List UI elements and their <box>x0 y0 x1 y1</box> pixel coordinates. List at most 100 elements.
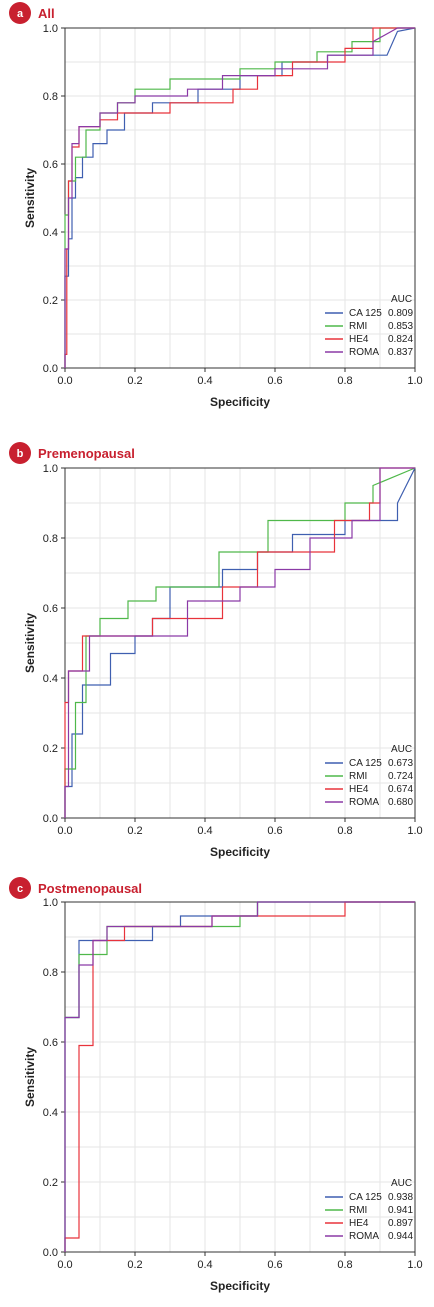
legend-auc-value: 0.837 <box>388 347 413 358</box>
y-tick-label: 1.0 <box>43 463 58 475</box>
legend-series-name: ROMA <box>349 347 379 358</box>
y-tick-label: 0.6 <box>43 603 58 615</box>
legend-series-name: HE4 <box>349 334 369 345</box>
panel-badge: a <box>9 2 31 24</box>
panel-title: Premenopausal <box>38 446 135 461</box>
y-tick-label: 0.4 <box>43 673 58 685</box>
y-tick-label: 0.0 <box>43 1247 58 1259</box>
y-tick-label: 0.4 <box>43 227 58 239</box>
series-line-roma <box>64 27 415 368</box>
legend-auc-value: 0.853 <box>388 321 413 332</box>
x-tick-label: 0.4 <box>197 1259 212 1271</box>
panel-letter: a <box>17 8 24 20</box>
legend-series-name: CA 125 <box>349 1192 382 1203</box>
grid <box>64 28 415 369</box>
legend-auc-value: 0.938 <box>388 1192 413 1203</box>
legend-auc-value: 0.673 <box>388 758 413 769</box>
x-tick-label: 0.0 <box>57 825 72 837</box>
x-tick-label: 0.2 <box>127 1259 142 1271</box>
legend-item: CA 125 0.673 <box>325 758 413 769</box>
legend-series-name: CA 125 <box>349 308 382 319</box>
x-tick-label: 0.6 <box>267 825 282 837</box>
legend-auc-value: 0.897 <box>388 1218 413 1229</box>
legend-auc-value: 0.809 <box>388 308 413 319</box>
y-tick-label: 0.4 <box>43 1107 58 1119</box>
y-tick-label: 0.2 <box>43 295 58 307</box>
x-tick-label: 0.2 <box>127 825 142 837</box>
y-axis-label: Sensitivity <box>23 1047 37 1107</box>
y-tick-label: 0.8 <box>43 91 58 103</box>
legend-item: HE4 0.897 <box>325 1218 413 1229</box>
y-tick-label: 0.2 <box>43 1177 58 1189</box>
y-axis-label: Sensitivity <box>23 168 37 228</box>
x-tick-label: 0.0 <box>57 375 72 387</box>
panel-badge-circle <box>9 442 31 464</box>
x-tick-label: 0.8 <box>337 375 352 387</box>
x-tick-label: 1.0 <box>407 1259 422 1271</box>
y-tick-label: 0.8 <box>43 967 58 979</box>
plot-frame <box>64 467 416 819</box>
series-line-roma <box>64 467 415 818</box>
legend: AUC CA 125 0.938 RMI 0.941 HE4 0.897 ROMA 0.944 <box>325 1178 413 1242</box>
legend-item: RMI 0.724 <box>325 771 413 782</box>
legend-series-name: HE4 <box>349 1218 369 1229</box>
panel-title: Postmenopausal <box>38 881 142 896</box>
legend-auc-value: 0.824 <box>388 334 413 345</box>
legend-auc-value: 0.674 <box>388 784 413 795</box>
legend-series-name: RMI <box>349 1205 367 1216</box>
panel-b: b Premenopausal 0.0 0.2 0.4 0.6 0.8 1.0 0.0 0.2 0.… <box>9 442 423 859</box>
legend-item: ROMA 0.837 <box>325 347 413 358</box>
x-axis-label: Specificity <box>210 1279 270 1293</box>
panel-badge-circle <box>9 2 31 24</box>
x-tick-label: 0.6 <box>267 375 282 387</box>
panel-c: c Postmenopausal 0.0 0.2 0.4 0.6 0.8 1.0 0.0 0.2 0… <box>9 877 423 1293</box>
panel-badge: c <box>9 877 31 899</box>
x-tick-label: 0.6 <box>267 1259 282 1271</box>
legend-auc-value: 0.944 <box>388 1231 413 1242</box>
legend: AUC CA 125 0.809 RMI 0.853 HE4 0.824 ROMA 0.837 <box>325 294 413 358</box>
y-tick-label: 0.2 <box>43 743 58 755</box>
series-line-rmi <box>64 27 415 368</box>
x-tick-label: 0.4 <box>197 825 212 837</box>
legend-header: AUC <box>391 294 412 305</box>
x-axis-label: Specificity <box>210 395 270 409</box>
panel-letter: c <box>17 883 23 895</box>
y-tick-label: 0.8 <box>43 533 58 545</box>
y-axis-label: Sensitivity <box>23 613 37 673</box>
y-tick-label: 0.6 <box>43 159 58 171</box>
legend-series-name: RMI <box>349 321 367 332</box>
y-tick-label: 0.0 <box>43 813 58 825</box>
x-tick-label: 1.0 <box>407 825 422 837</box>
legend-series-name: ROMA <box>349 1231 379 1242</box>
legend-series-name: RMI <box>349 771 367 782</box>
panel-badge: b <box>9 442 31 464</box>
x-tick-label: 0.2 <box>127 375 142 387</box>
y-tick-label: 1.0 <box>43 897 58 909</box>
y-tick-label: 0.6 <box>43 1037 58 1049</box>
legend-item: CA 125 0.938 <box>325 1192 413 1203</box>
legend-auc-value: 0.724 <box>388 771 413 782</box>
legend-item: RMI 0.853 <box>325 321 413 332</box>
legend-item: CA 125 0.809 <box>325 308 413 319</box>
y-tick-label: 0.0 <box>43 363 58 375</box>
legend-header: AUC <box>391 744 412 755</box>
x-axis-label: Specificity <box>210 845 270 859</box>
legend-item: HE4 0.824 <box>325 334 413 345</box>
x-tick-label: 0.0 <box>57 1259 72 1271</box>
legend-item: RMI 0.941 <box>325 1205 413 1216</box>
legend-item: HE4 0.674 <box>325 784 413 795</box>
panel-badge-circle <box>9 877 31 899</box>
x-tick-label: 0.8 <box>337 825 352 837</box>
x-tick-label: 0.8 <box>337 1259 352 1271</box>
legend-series-name: ROMA <box>349 797 379 808</box>
x-tick-label: 1.0 <box>407 375 422 387</box>
legend-item: ROMA 0.680 <box>325 797 413 808</box>
series-line-roma <box>64 901 415 1252</box>
x-tick-label: 0.4 <box>197 375 212 387</box>
panel-a: a All 0.0 0.2 0.4 0.6 0.8 1.0 0.0 0.2 0.4 0.6 0.8 1.0… <box>9 2 423 409</box>
y-tick-label: 1.0 <box>43 23 58 35</box>
series-line-rmi <box>64 467 416 818</box>
legend-series-name: CA 125 <box>349 758 382 769</box>
legend-item: ROMA 0.944 <box>325 1231 413 1242</box>
